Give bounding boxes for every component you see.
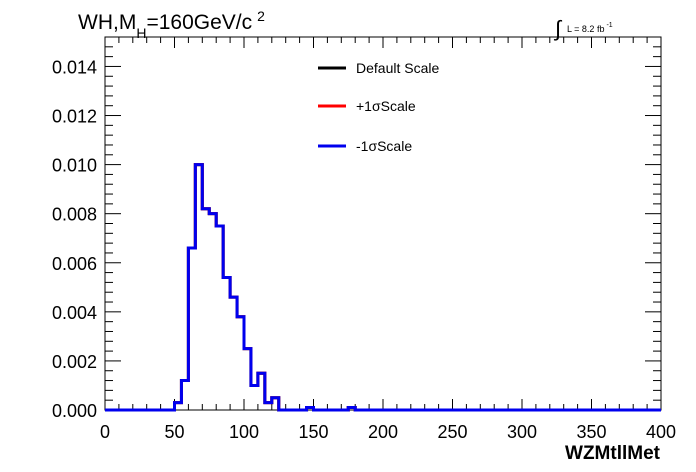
- lumi-text: L = 8.2 fb -1: [567, 22, 613, 34]
- y-tick-label: 0.014: [52, 57, 97, 77]
- series-line-2: [105, 163, 661, 412]
- y-axis-ticks: 0.000 0.002 0.004 0.006 0.008 0.010 0.012 0.014: [52, 36, 661, 421]
- title-middle: =160GeV/c: [146, 11, 252, 34]
- y-tick-label: 0.012: [52, 107, 97, 127]
- integral-symbol: ∫: [553, 16, 563, 41]
- title-subscript: H: [136, 25, 146, 41]
- title-prefix: WH,M: [78, 11, 136, 34]
- x-axis-label: WZMtllMet: [565, 443, 661, 464]
- x-tick-label: 200: [368, 422, 398, 442]
- legend: Default Scale +1σScale -1σScale: [318, 60, 439, 154]
- lumi-annotation: ∫ L = 8.2 fb -1: [553, 16, 613, 41]
- x-tick-label: 150: [298, 422, 328, 442]
- x-tick-label: 50: [164, 422, 184, 442]
- y-tick-label: 0.002: [52, 352, 97, 372]
- lumi-superscript: -1: [606, 22, 612, 29]
- legend-label: -1σScale: [356, 138, 412, 154]
- legend-label: Default Scale: [356, 60, 439, 76]
- chart-title: WH,MH=160GeV/c 2: [78, 8, 265, 41]
- y-tick-label: 0.000: [52, 401, 97, 421]
- x-tick-label: 100: [229, 422, 259, 442]
- y-tick-label: 0.006: [52, 254, 97, 274]
- title-superscript: 2: [257, 8, 265, 24]
- x-tick-label: 300: [507, 422, 537, 442]
- x-axis-ticks: 0 50 100 150 200 250 300 350 400: [100, 37, 676, 442]
- series-group: [105, 163, 661, 412]
- x-tick-label: 350: [576, 422, 606, 442]
- x-tick-label: 250: [437, 422, 467, 442]
- x-tick-label: 0: [100, 422, 110, 442]
- y-tick-label: 0.010: [52, 156, 97, 176]
- y-tick-label: 0.008: [52, 205, 97, 225]
- y-tick-label: 0.004: [52, 303, 97, 323]
- x-tick-label: 400: [646, 422, 676, 442]
- lumi-label: L = 8.2 fb: [567, 24, 604, 34]
- legend-label: +1σScale: [356, 98, 416, 114]
